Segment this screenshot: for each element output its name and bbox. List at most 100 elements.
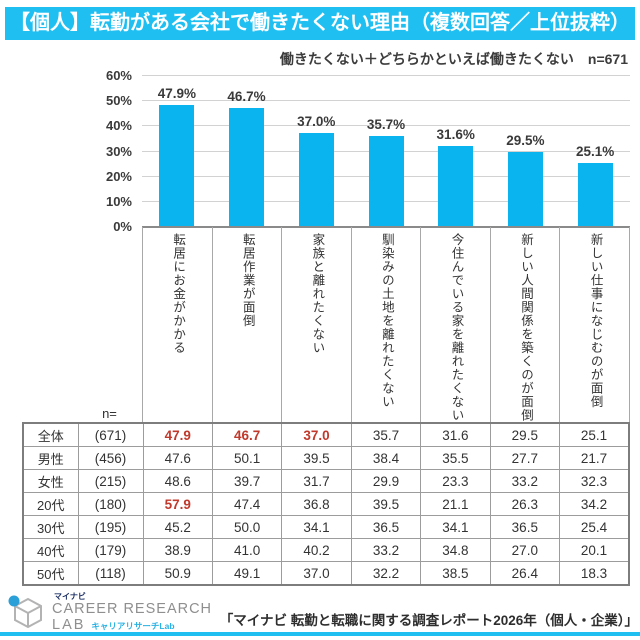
value-cell: 38.9	[142, 538, 213, 562]
value-cell: 34.2	[559, 492, 630, 516]
category-label: 新しい人間関係を築くのが面倒	[519, 233, 534, 422]
category-label-cell: 新しい人間関係を築くのが面倒	[489, 227, 560, 422]
value-cell: 38.5	[420, 561, 491, 586]
category-label-cell: 今住んでいる家を離れたくない	[420, 227, 490, 422]
category-label: 今住んでいる家を離れたくない	[449, 233, 464, 422]
category-label: 転居にお金がかかる	[171, 233, 186, 355]
logo-brand-main: CAREER RESEARCH	[52, 601, 213, 617]
logo-brand-small: マイナビ	[54, 592, 86, 601]
source-citation: 「マイナビ 転勤と転職に関する調査レポート2026年（個人・企業）」	[219, 613, 638, 628]
value-cell: 26.4	[489, 561, 561, 586]
table-row: 50代 (118) 50.9 49.1 37.0 32.2 38.5 26.4 18.3	[22, 561, 630, 586]
y-tick-label: 0%	[113, 219, 132, 234]
stats-table: 全体 (671) 47.9 46.7 37.0 35.7 31.6 29.5 25.1 男性 (45…	[22, 422, 630, 586]
value-cell: 20.1	[559, 538, 630, 562]
row-n-cell: (671)	[77, 422, 144, 447]
value-cell: 26.3	[489, 492, 561, 516]
value-cell: 49.1	[211, 561, 283, 586]
value-cell: 32.3	[559, 469, 630, 493]
value-cell: 27.0	[489, 538, 561, 562]
value-cell: 41.0	[211, 538, 283, 562]
category-label: 馴染みの土地を離れたくない	[379, 233, 394, 409]
y-tick-label: 20%	[105, 168, 132, 184]
value-cell: 38.4	[350, 446, 422, 470]
value-cell: 35.7	[350, 422, 422, 447]
value-cell: 37.0	[281, 422, 352, 447]
category-label-cell: 馴染みの土地を離れたくない	[350, 227, 421, 422]
bar-value-label: 31.6%	[436, 127, 475, 143]
value-cell: 47.9	[142, 422, 213, 447]
chart-bar	[507, 151, 543, 226]
value-cell: 47.6	[142, 446, 213, 470]
chart-bar	[368, 136, 404, 226]
gridline	[142, 100, 630, 102]
value-cell: 23.3	[420, 469, 491, 493]
logo-brand-lab: LAB	[52, 616, 86, 633]
value-cell: 39.7	[211, 469, 283, 493]
bar-value-label: 46.7%	[227, 89, 266, 105]
table-row: 20代 (180) 57.9 47.4 36.8 39.5 21.1 26.3 34.2	[22, 492, 630, 516]
value-cell: 33.2	[489, 469, 561, 493]
cube-logo-icon	[8, 595, 42, 629]
value-cell: 39.5	[281, 446, 352, 470]
value-cell: 35.5	[420, 446, 491, 470]
table-row: 女性 (215) 48.6 39.7 31.7 29.9 23.3 33.2 32.3	[22, 469, 630, 493]
gridline	[142, 75, 630, 76]
value-cell: 36.5	[489, 515, 561, 539]
bottom-accent-line	[0, 632, 640, 636]
category-labels: 転居にお金がかかる 転居作業が面倒 家族と離れたくない 馴染みの土地を離れたくない 今住…	[142, 227, 631, 422]
bar-value-label: 25.1%	[575, 143, 615, 159]
bar-value-label: 35.7%	[366, 117, 406, 133]
chart-bar	[438, 146, 474, 226]
stats-table-body: 全体 (671) 47.9 46.7 37.0 35.7 31.6 29.5 25.1 男性 (45…	[22, 422, 630, 586]
y-tick-label: 50%	[105, 93, 132, 109]
bar-value-label: 37.0%	[297, 113, 336, 129]
category-label: 転居作業が面倒	[240, 233, 255, 328]
row-label-cell: 全体	[22, 422, 79, 447]
logo-text: マイナビ CAREER RESEARCH LAB キャリアリサーチLab	[52, 592, 212, 632]
y-tick-label: 60%	[105, 68, 132, 83]
value-cell: 31.6	[420, 422, 491, 447]
value-cell: 40.2	[281, 538, 352, 562]
value-cell: 36.8	[281, 492, 352, 516]
value-cell: 36.5	[350, 515, 422, 539]
value-cell: 47.4	[211, 492, 283, 516]
value-cell: 29.9	[350, 469, 422, 493]
table-row: 30代 (195) 45.2 50.0 34.1 36.5 34.1 36.5 25.4	[22, 515, 630, 539]
bar-value-label: 29.5%	[506, 132, 545, 148]
row-n-cell: (195)	[77, 515, 144, 539]
value-cell: 39.5	[350, 492, 422, 516]
value-cell: 31.7	[281, 469, 352, 493]
y-tick-label: 10%	[105, 193, 132, 209]
category-label-cell: 転居作業が面倒	[211, 227, 282, 422]
value-cell: 21.7	[559, 446, 630, 470]
table-row: 男性 (456) 47.6 50.1 39.5 38.4 35.5 27.7 21.7	[22, 446, 630, 470]
value-cell: 34.8	[420, 538, 491, 562]
y-axis: 60% 50% 40% 30% 20% 10% 0%	[80, 69, 132, 233]
brand-logo: マイナビ CAREER RESEARCH LAB キャリアリサーチLab	[8, 592, 212, 632]
value-cell: 46.7	[211, 422, 283, 447]
logo-brand-katakana: キャリアリサーチLab	[91, 620, 175, 631]
value-cell: 29.5	[489, 422, 561, 447]
value-cell: 50.1	[211, 446, 283, 470]
value-cell: 34.1	[281, 515, 352, 539]
category-label-cell: 新しい仕事になじむのが面倒	[559, 227, 631, 422]
y-tick-label: 30%	[105, 143, 132, 159]
y-tick-label: 40%	[105, 118, 132, 134]
row-label-cell: 40代	[22, 538, 79, 562]
row-label-cell: 30代	[22, 515, 79, 539]
value-cell: 33.2	[350, 538, 422, 562]
value-cell: 18.3	[559, 561, 630, 586]
value-cell: 50.0	[211, 515, 283, 539]
category-label-cell: 転居にお金がかかる	[142, 227, 212, 422]
chart-bar	[298, 132, 334, 226]
row-label-cell: 20代	[22, 492, 79, 516]
row-n-cell: (456)	[77, 446, 144, 470]
logo-dot	[8, 595, 20, 607]
row-n-cell: (215)	[77, 469, 144, 493]
chart-bar	[577, 162, 613, 226]
value-cell: 32.2	[350, 561, 422, 586]
row-label-cell: 男性	[22, 446, 79, 470]
value-cell: 48.6	[142, 469, 213, 493]
